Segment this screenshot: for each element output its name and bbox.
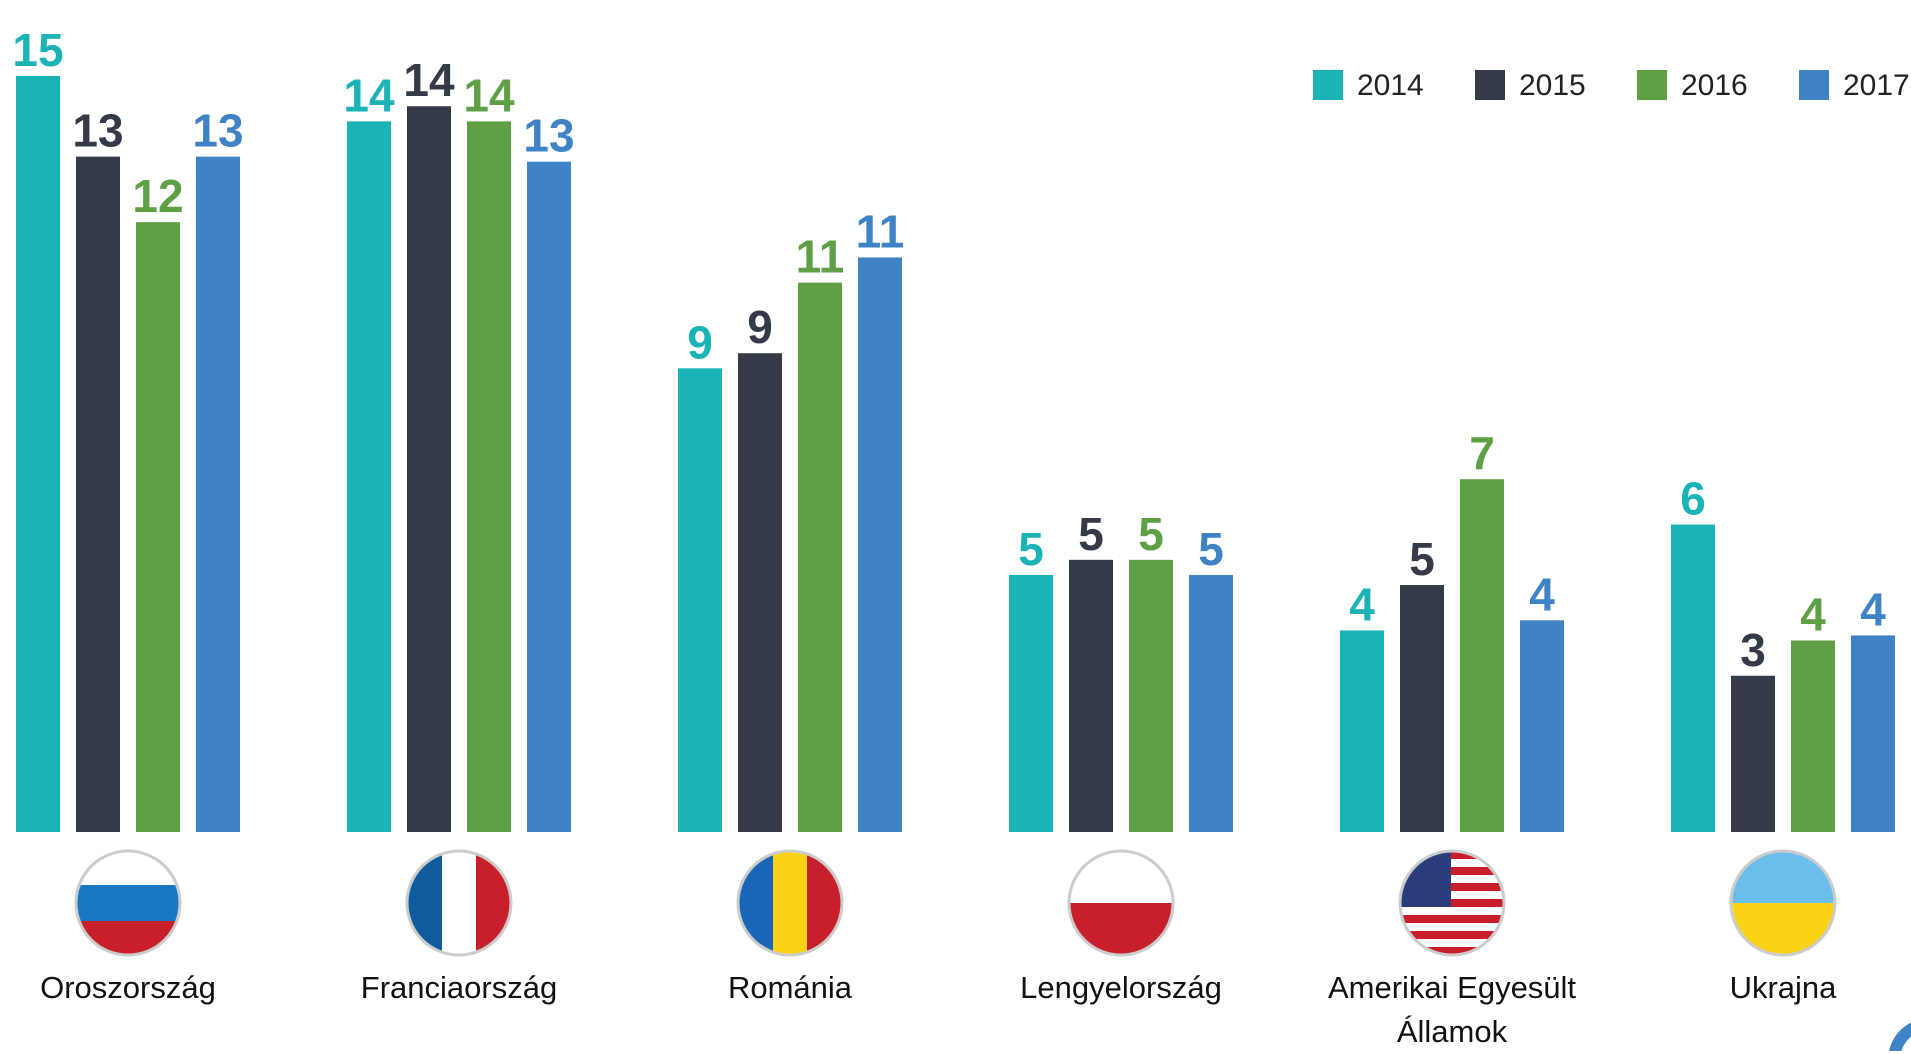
value-label: 3 bbox=[1740, 624, 1766, 676]
bar bbox=[136, 222, 180, 832]
value-label: 14 bbox=[403, 54, 455, 106]
bar bbox=[1731, 675, 1775, 832]
flag-ring bbox=[405, 849, 513, 957]
bar bbox=[76, 156, 120, 832]
bar bbox=[1460, 479, 1504, 832]
legend-swatch bbox=[1475, 70, 1505, 100]
bar bbox=[678, 368, 722, 832]
bar bbox=[858, 257, 902, 832]
value-label: 14 bbox=[463, 69, 515, 121]
category-label: Románia bbox=[727, 970, 853, 1005]
value-label: 4 bbox=[1860, 583, 1886, 635]
value-label: 13 bbox=[72, 105, 123, 157]
value-label: 9 bbox=[747, 301, 773, 353]
category-label: Ukrajna bbox=[1729, 970, 1837, 1005]
flag-ring bbox=[1398, 849, 1506, 957]
bar bbox=[1189, 574, 1233, 832]
flag-ring bbox=[736, 849, 844, 957]
bar bbox=[1069, 559, 1113, 832]
flag-ring bbox=[74, 849, 182, 957]
value-label: 14 bbox=[343, 69, 395, 121]
flag-ring bbox=[1729, 849, 1837, 957]
legend-swatch bbox=[1637, 70, 1667, 100]
bar bbox=[738, 353, 782, 832]
category-label: Amerikai Egyesült Államok bbox=[1327, 970, 1577, 1049]
category-label: Lengyelország bbox=[1020, 970, 1222, 1005]
logo bbox=[1888, 1022, 1911, 1051]
bar bbox=[1851, 635, 1895, 832]
value-label: 5 bbox=[1018, 523, 1044, 575]
legend-label: 2014 bbox=[1357, 69, 1424, 102]
bar bbox=[16, 76, 60, 832]
value-label: 5 bbox=[1198, 523, 1224, 575]
value-label: 12 bbox=[132, 170, 183, 222]
bar bbox=[1340, 630, 1384, 832]
bar bbox=[467, 121, 511, 833]
flag-usa bbox=[1400, 851, 1504, 955]
legend-swatch bbox=[1799, 70, 1829, 100]
bar bbox=[407, 106, 451, 833]
flag-poland bbox=[1069, 851, 1173, 955]
legend-label: 2015 bbox=[1519, 69, 1586, 102]
bar bbox=[347, 121, 391, 833]
category-label: Franciaország bbox=[360, 970, 558, 1005]
value-label: 15 bbox=[12, 24, 63, 76]
value-label: 4 bbox=[1800, 588, 1826, 640]
value-label: 5 bbox=[1409, 533, 1435, 585]
value-label: 5 bbox=[1138, 508, 1164, 560]
value-label: 7 bbox=[1469, 427, 1495, 479]
flag-ukraine bbox=[1731, 851, 1835, 955]
bar bbox=[798, 282, 842, 832]
value-label: 11 bbox=[796, 231, 845, 283]
bar bbox=[196, 156, 240, 832]
value-label: 9 bbox=[687, 316, 713, 368]
bar bbox=[1129, 559, 1173, 832]
category-label: Oroszország bbox=[40, 970, 216, 1005]
value-label: 5 bbox=[1078, 508, 1104, 560]
flag-russia bbox=[76, 851, 180, 955]
bar bbox=[1400, 585, 1444, 832]
value-label: 6 bbox=[1680, 473, 1706, 525]
flag-romania bbox=[738, 851, 842, 955]
value-label: 13 bbox=[192, 105, 243, 157]
bar bbox=[1520, 620, 1564, 832]
bar bbox=[527, 161, 571, 832]
flag-france bbox=[407, 851, 511, 955]
value-label: 4 bbox=[1529, 568, 1555, 620]
bar bbox=[1009, 574, 1053, 832]
legend-label: 2017 bbox=[1843, 69, 1910, 102]
flag-ring bbox=[1067, 849, 1175, 957]
bar bbox=[1671, 524, 1715, 832]
legend-label: 2016 bbox=[1681, 69, 1748, 102]
legend-swatch bbox=[1313, 70, 1343, 100]
value-label: 13 bbox=[523, 110, 574, 162]
bar bbox=[1791, 640, 1835, 832]
value-label: 11 bbox=[856, 205, 905, 257]
value-label: 4 bbox=[1349, 578, 1375, 630]
